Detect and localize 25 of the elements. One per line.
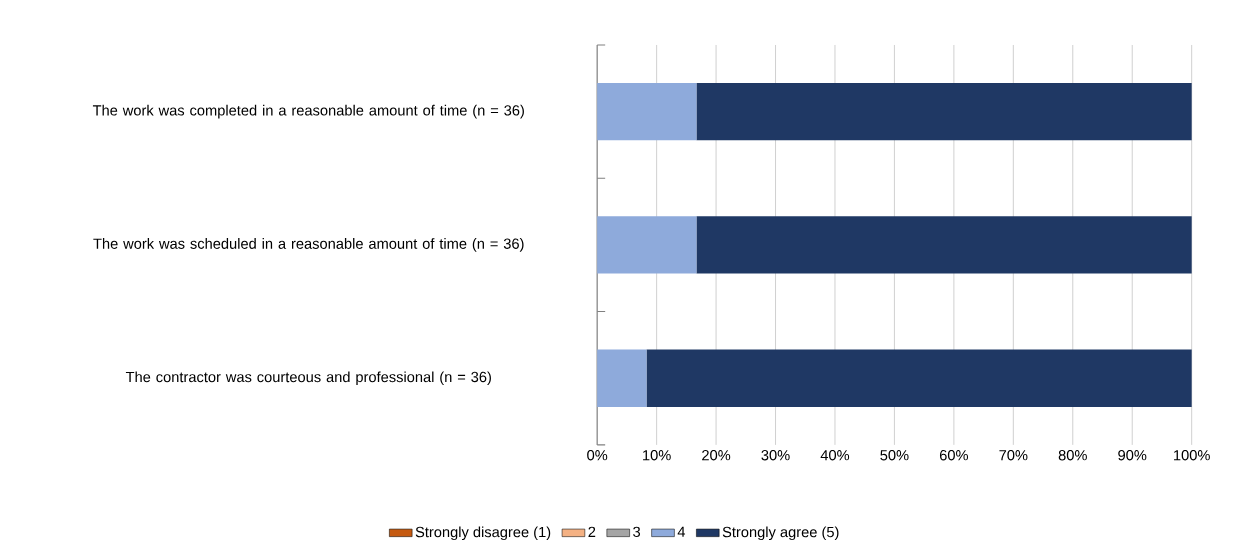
legend-label: 2 [588, 526, 596, 537]
bar [696, 83, 1192, 141]
y-tick-label: The work was completed in a reasonable amount of time (n = 36) [92, 104, 524, 119]
x-tick-label: 70% [999, 450, 1028, 461]
x-tick-label: 90% [1118, 450, 1147, 461]
bar [597, 83, 697, 141]
x-tick-label: 30% [761, 450, 790, 461]
x-tick-label: 40% [820, 450, 850, 461]
x-tick-label: 0% [587, 450, 608, 461]
y-tick-label: The work was scheduled in a reasonable amount of time (n = 36) [93, 238, 524, 252]
bar [597, 216, 697, 274]
x-tick-label: 20% [702, 450, 731, 461]
bar [646, 349, 1192, 407]
x-tick-label: 100% [1174, 450, 1210, 461]
x-tick-label: 60% [939, 450, 969, 461]
legend-label: 4 [677, 526, 686, 537]
x-tick-label: 50% [880, 450, 909, 461]
legend-label: 3 [633, 526, 641, 538]
bar [597, 349, 647, 407]
legend-label: Strongly agree (5) [722, 526, 839, 541]
y-tick-label: The contractor was courteous and professional (n = 36) [125, 371, 491, 386]
x-tick-label: 80% [1058, 450, 1087, 461]
x-tick-label: 10% [643, 450, 671, 461]
bar [696, 216, 1192, 274]
legend-label: Strongly disagree (1) [415, 526, 551, 541]
